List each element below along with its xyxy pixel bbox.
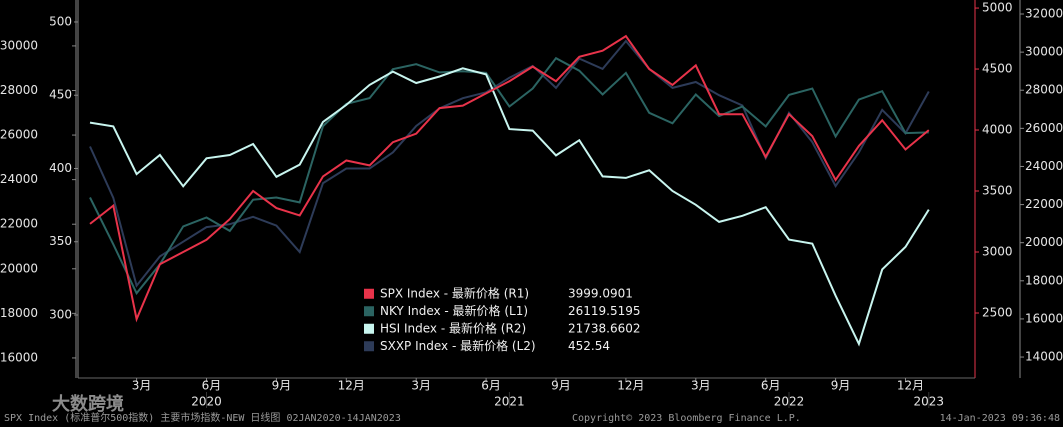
timestamp: 14-Jan-2023 09:36:48 bbox=[940, 413, 1060, 424]
x-tick-label: 6月 bbox=[202, 379, 222, 393]
x-tick-label: 12月 bbox=[617, 379, 644, 393]
y-tick-label: 26000 bbox=[1025, 121, 1063, 135]
source-note: SPX Index (标准普尔500指数) 主要市场指数-NEW 日线图 02J… bbox=[4, 411, 401, 424]
y-tick-label: 20000 bbox=[1025, 235, 1063, 249]
y-tick-label: 30000 bbox=[1025, 45, 1063, 59]
x-tick-label: 6月 bbox=[761, 379, 781, 393]
y-tick-label: 18000 bbox=[0, 306, 38, 320]
legend-value: 452.54 bbox=[568, 339, 610, 353]
y-tick-label: 24000 bbox=[1025, 159, 1063, 173]
y-tick-label: 350 bbox=[49, 234, 72, 248]
year-label: 2020 bbox=[191, 395, 222, 409]
x-tick-label: 9月 bbox=[272, 379, 292, 393]
y-tick-label: 500 bbox=[49, 14, 72, 28]
x-tick-label: 9月 bbox=[831, 379, 851, 393]
x-tick-label: 12月 bbox=[338, 379, 365, 393]
legend-label: NKY Index - 最新价格 (L1) bbox=[380, 303, 528, 318]
legend-label: SPX Index - 最新价格 (R1) bbox=[380, 285, 529, 300]
y-tick-label: 16000 bbox=[0, 350, 38, 364]
y-tick-label: 28000 bbox=[0, 83, 38, 97]
series-line bbox=[89, 39, 930, 288]
y-tick-label: 22000 bbox=[1025, 197, 1063, 211]
y-tick-label: 26000 bbox=[0, 128, 38, 142]
y-tick-label: 20000 bbox=[0, 261, 38, 275]
y-tick-label: 14000 bbox=[1025, 350, 1063, 364]
y-tick-label: 32000 bbox=[1025, 7, 1063, 21]
legend-label: HSI Index - 最新价格 (R2) bbox=[380, 320, 526, 335]
y-tick-label: 300 bbox=[49, 308, 72, 322]
y-tick-label: 28000 bbox=[1025, 83, 1063, 97]
y-tick-label: 24000 bbox=[0, 172, 38, 186]
series-line bbox=[89, 67, 930, 347]
y-tick-label: 5000 bbox=[982, 1, 1013, 15]
y-tick-label: 450 bbox=[49, 88, 72, 102]
y-tick-label: 3500 bbox=[982, 184, 1013, 198]
x-tick-label: 3月 bbox=[411, 379, 431, 393]
y-tick-label: 3000 bbox=[982, 245, 1013, 259]
legend-swatch bbox=[364, 341, 374, 352]
legend-swatch bbox=[364, 306, 374, 317]
y-tick-label: 16000 bbox=[1025, 311, 1063, 325]
legend-swatch bbox=[364, 323, 374, 334]
year-label: 2023 bbox=[914, 395, 945, 409]
year-label: 2021 bbox=[494, 395, 525, 409]
legend-box bbox=[360, 283, 640, 357]
y-tick-label: 4000 bbox=[982, 123, 1013, 137]
x-tick-label: 3月 bbox=[691, 379, 711, 393]
year-label: 2022 bbox=[774, 395, 805, 409]
legend-swatch bbox=[364, 288, 374, 299]
y-tick-label: 30000 bbox=[0, 38, 38, 52]
x-tick-label: 6月 bbox=[481, 379, 501, 393]
legend-label: SXXP Index - 最新价格 (L2) bbox=[380, 338, 536, 353]
copyright: Copyright© 2023 Bloomberg Finance L.P. bbox=[572, 413, 801, 424]
series-line bbox=[89, 56, 929, 296]
legend-value: 21738.6602 bbox=[568, 321, 641, 335]
x-tick-label: 12月 bbox=[897, 379, 924, 393]
legend-value: 26119.5195 bbox=[568, 304, 641, 318]
watermark: 大数跨境 bbox=[52, 393, 124, 415]
x-tick-label: 9月 bbox=[551, 379, 571, 393]
y-tick-label: 4500 bbox=[982, 62, 1013, 76]
y-tick-label: 400 bbox=[49, 161, 72, 175]
y-tick-label: 18000 bbox=[1025, 273, 1063, 287]
y-tick-label: 22000 bbox=[0, 217, 38, 231]
series-line bbox=[89, 34, 930, 323]
x-tick-label: 3月 bbox=[132, 379, 152, 393]
y-tick-label: 2500 bbox=[982, 305, 1013, 319]
legend-value: 3999.0901 bbox=[568, 286, 633, 300]
